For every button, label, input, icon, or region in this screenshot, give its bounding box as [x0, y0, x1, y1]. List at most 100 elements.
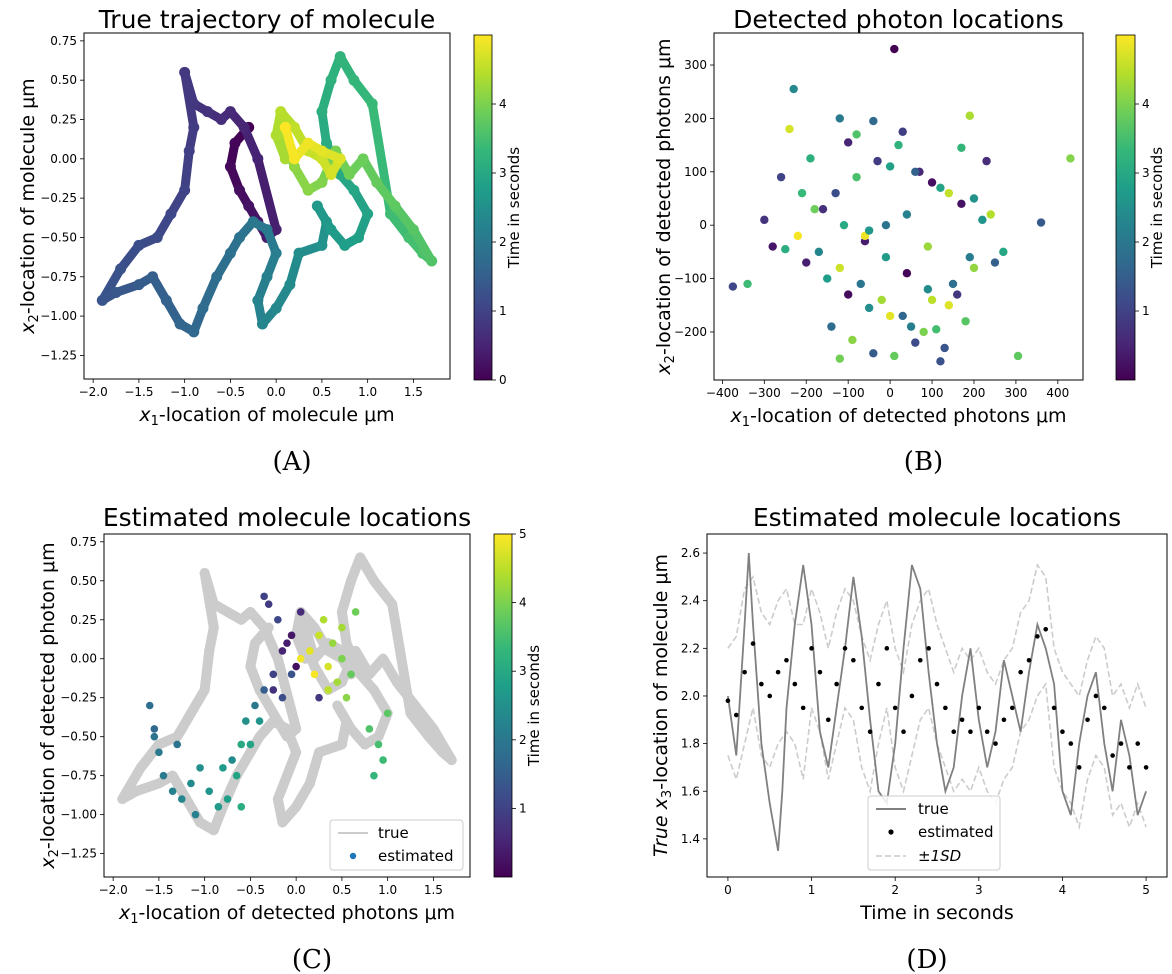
panel-b-photon-point: [835, 263, 844, 273]
panel-c-x-tick-label: 0.0: [287, 883, 306, 897]
panel-b-photon-point: [885, 311, 895, 321]
panel-c-estimate-point: [260, 592, 268, 601]
panel-b-photon-point: [936, 183, 945, 193]
panel-d-estimate-point: [1110, 753, 1115, 758]
panel-a-y-tick-label: −0.50: [40, 230, 77, 244]
panel-c-legend-estimated-label: estimated: [378, 847, 454, 865]
panel-d-estimate-point: [784, 657, 789, 663]
panel-b-photon-point: [793, 231, 803, 241]
panel-c-estimate-point: [145, 701, 154, 710]
panel-c-estimate-point: [251, 701, 259, 710]
panel-b-photon-point: [852, 172, 861, 182]
panel-b-photon-point: [1066, 154, 1075, 163]
panel-d-estimate-point: [1026, 657, 1032, 663]
panel-c-estimate-point: [155, 748, 163, 757]
panel-c-estimate-point: [237, 803, 246, 811]
panel-d-true-line: [727, 553, 1147, 851]
panel-b-photon-point: [911, 338, 920, 347]
panel-b-photon-point: [957, 199, 966, 209]
panel-b-photon-point: [802, 258, 811, 267]
panel-b-photon-point: [768, 242, 777, 251]
panel-b-photon-point: [1013, 351, 1023, 361]
panel-c-estimate-point: [228, 756, 236, 764]
panel-c-estimate-point: [333, 678, 342, 686]
panel-c-estimate-point: [237, 740, 246, 749]
panel-b-photon-point: [986, 210, 995, 219]
panel-a-trajectory-point: [279, 121, 291, 133]
panel-c-true-segment: [272, 653, 302, 734]
panel-b-x-axis-label: x1-location of detected photons μm: [729, 405, 1066, 430]
panel-a-y-tick-label: −0.75: [40, 270, 77, 284]
panel-b-photon-point: [923, 285, 933, 294]
panel-d-estimate-point: [742, 669, 747, 675]
panel-b-photon-point: [806, 154, 815, 163]
panel-d-estimate-point: [750, 641, 756, 646]
panel-b-y-tick-label: 100: [684, 165, 707, 179]
panel-b-photon-point: [990, 258, 1000, 267]
panel-a-panel-label: (A): [272, 447, 311, 477]
panel-b-photon-point: [823, 274, 832, 283]
panel-d-y-tick-label: 1.6: [681, 784, 700, 798]
panel-b-colorbar-tick-label: 2: [1142, 235, 1150, 249]
panel-b-frame: [713, 32, 1084, 381]
panel-d-estimate-point: [1051, 705, 1057, 711]
panel-b-x-tick-label: −100: [832, 386, 865, 400]
panel-d-estimate-point: [1118, 741, 1124, 746]
panel-b-x-tick-label: 400: [1046, 386, 1069, 400]
panel-b-photon-point: [881, 220, 891, 230]
panel-b-photon-point: [890, 44, 899, 54]
panel-c-x-tick-label: −0.5: [236, 883, 265, 897]
panel-b-y-axis-label: x2-location of detected photons μm: [653, 38, 678, 375]
panel-a-y-tick-label: −0.25: [40, 191, 77, 205]
panel-c-estimate-point: [328, 639, 337, 647]
panel-c-estimate-point: [278, 647, 287, 655]
panel-a-plot-area: [96, 51, 438, 338]
panel-c-estimate-point: [214, 803, 223, 811]
panel-b-photon-point: [877, 295, 886, 305]
panel-c-estimate-point: [196, 764, 204, 772]
panel-a-colorbar-tick-label: 1: [499, 304, 507, 318]
panel-b-photon-point: [864, 226, 874, 235]
panel-d-estimate-point: [809, 646, 814, 651]
panel-d-estimate-point: [859, 705, 865, 711]
panel-a-colorbar-label: Time in seconds: [505, 147, 523, 269]
panel-d-estimate-point: [1043, 626, 1049, 632]
panel-b-photon-point: [810, 204, 819, 214]
panel-c-estimate-point: [315, 631, 323, 640]
panel-d-estimate-point: [976, 705, 982, 711]
panel-b-photon-point: [881, 253, 891, 262]
panel-c-estimate-point: [338, 654, 346, 663]
panel-a-trajectory-segment: [198, 272, 222, 313]
panel-b-y-tick-label: −100: [674, 272, 707, 286]
panel-c-estimate-point: [269, 686, 278, 694]
panel-b-photon-point: [890, 351, 899, 361]
panel-d-y-tick-label: 2.4: [681, 594, 700, 608]
panel-b-x-tick-label: −400: [706, 386, 739, 400]
panel-d-estimate-point: [984, 729, 990, 735]
panel-d-y-tick-label: 2.2: [681, 641, 700, 655]
panel-d-estimate-point: [959, 717, 965, 723]
panel-d-y-tick-label: 2.6: [681, 546, 700, 560]
panel-b-photon-point: [902, 210, 912, 219]
panel-b-photon-point: [982, 156, 991, 166]
panel-c-true-segment: [304, 747, 325, 789]
panel-d-estimate-point: [1068, 741, 1074, 746]
panel-d-estimate-point: [825, 717, 831, 723]
panel-c-colorbar-tick-label: 3: [519, 664, 527, 678]
panel-b-y-tick-label: 300: [684, 58, 707, 72]
panel-c-estimate-point: [242, 717, 250, 725]
panel-c-true-segment: [336, 575, 357, 617]
panel-d-estimate-point: [926, 646, 931, 651]
panel-c-true-segment: [199, 567, 219, 633]
panel-b-photon-point: [843, 138, 853, 147]
panel-b-photon-point: [760, 215, 769, 225]
panel-a-trajectory-segment: [408, 225, 437, 266]
panel-b-photon-point: [885, 162, 895, 171]
panel-a-x-tick-label: −1.5: [124, 385, 153, 399]
panel-d-estimate-point: [759, 681, 764, 687]
panel-b-photon-point: [835, 114, 844, 123]
panel-b-photon-point: [839, 220, 849, 230]
panel-c-legend-true-label: true: [378, 824, 409, 842]
panel-d-estimate-point: [834, 681, 839, 687]
panel-c-estimate-point: [278, 693, 287, 702]
